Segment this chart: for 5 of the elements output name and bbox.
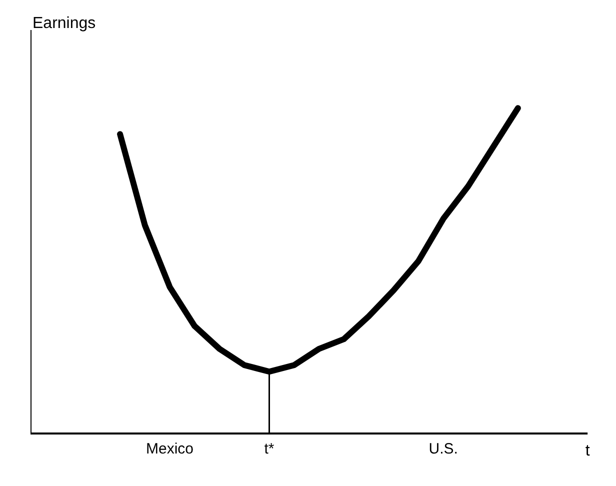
x-tick-label: U.S.	[428, 440, 458, 458]
x-axis-title: t	[585, 442, 590, 460]
x-tick-label: Mexico	[146, 440, 194, 458]
y-axis-title: Earnings	[32, 15, 96, 32]
x-tick-label: t*	[264, 440, 274, 458]
